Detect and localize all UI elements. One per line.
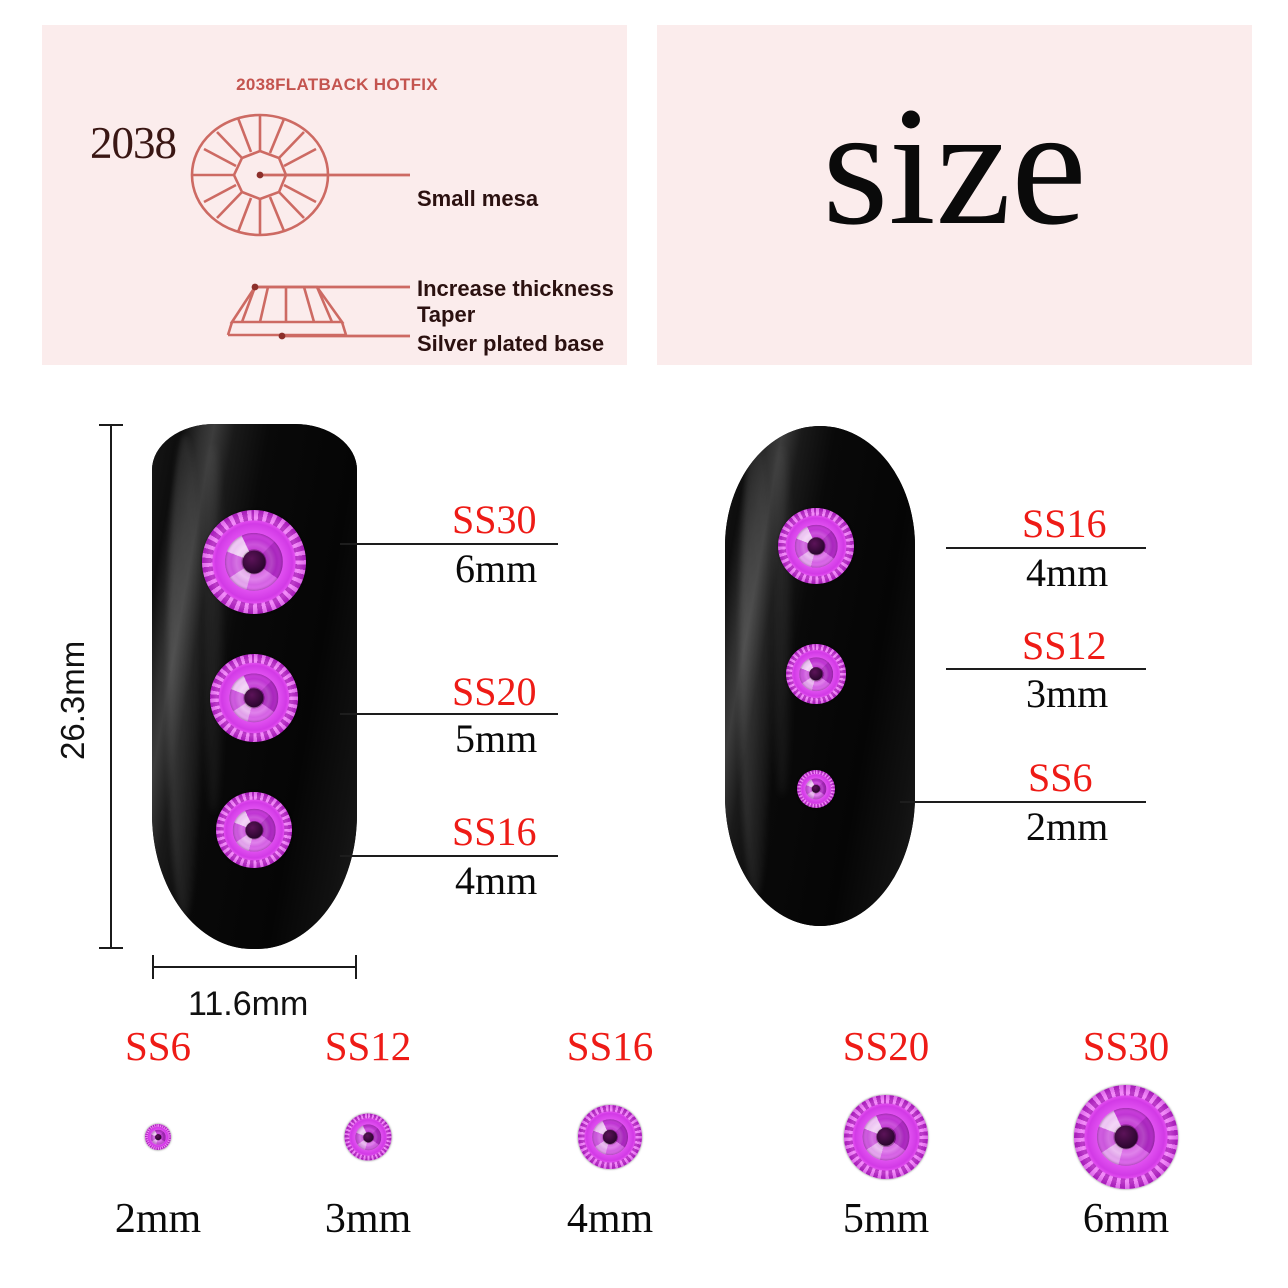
callout-code: SS12 bbox=[1022, 623, 1107, 668]
panel-heading: 2038FLATBACK HOTFIX bbox=[236, 75, 438, 94]
nail-height-dimension bbox=[99, 424, 123, 949]
callout-code: SS30 bbox=[452, 497, 537, 542]
gem-ss20 bbox=[844, 1095, 928, 1179]
callout-leader-line bbox=[946, 547, 1146, 549]
swatch-gem-wrap bbox=[268, 1082, 468, 1192]
dimension-cap-right bbox=[355, 955, 357, 979]
gem-core bbox=[155, 1134, 161, 1140]
leader-lines bbox=[255, 173, 410, 338]
callout-mm: 2mm bbox=[1026, 804, 1109, 849]
dimension-bar bbox=[110, 424, 112, 949]
gem-ss16 bbox=[778, 508, 854, 584]
gem-core bbox=[245, 821, 263, 839]
swatch-mm: 3mm bbox=[324, 1196, 412, 1242]
gem-ss16 bbox=[216, 792, 292, 868]
gem-ss20 bbox=[210, 654, 298, 742]
callout-mm: 4mm bbox=[455, 858, 538, 903]
callout-leader-line bbox=[340, 543, 558, 545]
gem-ss12 bbox=[786, 644, 846, 704]
swatch-mm: 2mm bbox=[114, 1196, 202, 1242]
nail-gloss-highlight-secondary bbox=[774, 446, 790, 796]
nail-width-value: 11.6mm bbox=[188, 985, 309, 1023]
product-code-2038: 2038 bbox=[90, 118, 177, 168]
callout-leader-line bbox=[340, 855, 558, 857]
callout-mm: 3mm bbox=[1026, 671, 1109, 716]
size-title-panel: size bbox=[657, 25, 1252, 365]
swatch-mm: 6mm bbox=[1082, 1196, 1170, 1242]
gem-core bbox=[244, 688, 264, 708]
label-silver-plated-base: Silver plated base bbox=[417, 331, 605, 356]
nail-height-value: 26.3mm bbox=[54, 640, 91, 760]
gem-core bbox=[809, 667, 823, 681]
swatch-gem-wrap bbox=[1026, 1082, 1226, 1192]
dimension-bar bbox=[152, 966, 357, 968]
nail-gloss-highlight-secondary bbox=[205, 445, 222, 813]
swatch-code: SS20 bbox=[842, 1023, 930, 1069]
callout-leader-line bbox=[900, 801, 1146, 803]
gem-ss30 bbox=[1074, 1085, 1178, 1189]
flatback-diagram-svg bbox=[190, 113, 410, 340]
gem-ss12 bbox=[344, 1113, 392, 1161]
label-increase-thickness: Increase thickness bbox=[417, 276, 614, 301]
swatch-code: SS30 bbox=[1082, 1023, 1170, 1069]
dimension-cap-bottom bbox=[99, 947, 123, 949]
side-view-facets bbox=[226, 285, 348, 337]
gem-ss30 bbox=[202, 510, 306, 614]
gem-core bbox=[876, 1127, 896, 1147]
callout-code: SS6 bbox=[1028, 755, 1093, 800]
callout-leader-line bbox=[340, 713, 558, 715]
callout-mm: 6mm bbox=[455, 546, 538, 591]
label-small-mesa: Small mesa bbox=[417, 186, 539, 211]
nail-left bbox=[152, 424, 357, 949]
swatch-code: SS6 bbox=[124, 1023, 192, 1069]
flatback-structure-panel: 2038FLATBACK HOTFIX 2038 bbox=[42, 25, 627, 365]
swatch-code: SS12 bbox=[324, 1023, 412, 1069]
nail-right bbox=[725, 426, 915, 926]
nail-gloss-highlight bbox=[740, 436, 771, 896]
nail-gloss-highlight bbox=[168, 434, 202, 918]
swatch-code: SS16 bbox=[566, 1023, 654, 1069]
gem-core bbox=[1114, 1125, 1138, 1149]
gem-core bbox=[242, 550, 266, 574]
swatch-mm: 4mm bbox=[566, 1196, 654, 1242]
swatch-mm: 5mm bbox=[842, 1196, 930, 1242]
gem-core bbox=[362, 1131, 374, 1143]
gem-ss6 bbox=[145, 1124, 171, 1150]
swatch-gem-wrap bbox=[58, 1082, 258, 1192]
callout-mm: 5mm bbox=[455, 716, 538, 761]
gem-ss6 bbox=[797, 770, 835, 808]
gem-ss16 bbox=[578, 1105, 642, 1169]
swatch-gem-wrap bbox=[786, 1082, 986, 1192]
dimension-cap-top bbox=[99, 424, 123, 426]
label-taper: Taper bbox=[417, 302, 476, 327]
leader-dots bbox=[251, 171, 286, 340]
callout-mm: 4mm bbox=[1026, 550, 1109, 595]
callout-leader-line bbox=[946, 668, 1146, 670]
nail-width-dimension bbox=[152, 955, 357, 979]
gem-core bbox=[602, 1129, 618, 1145]
callout-code: SS20 bbox=[452, 669, 537, 714]
swatch-gem-wrap bbox=[510, 1082, 710, 1192]
dimension-cap-left bbox=[152, 955, 154, 979]
size-heading: size bbox=[822, 72, 1087, 260]
gem-core bbox=[807, 537, 825, 555]
callout-code: SS16 bbox=[452, 809, 537, 854]
callout-code: SS16 bbox=[1022, 501, 1107, 546]
gem-core bbox=[811, 784, 821, 794]
